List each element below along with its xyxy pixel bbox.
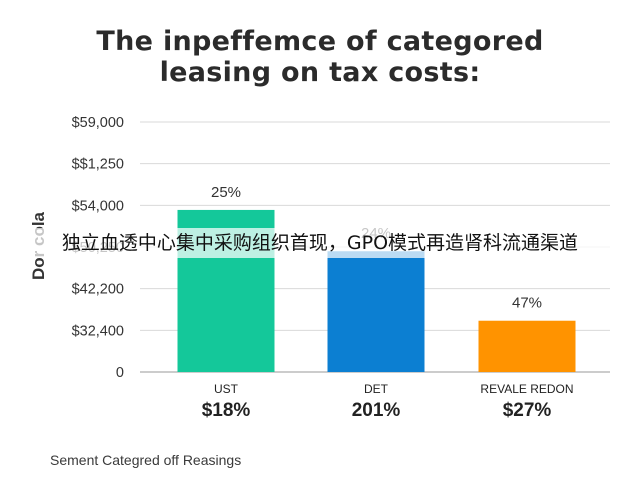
chart-title: The inpeffemce of categored leasing on t…	[0, 26, 640, 88]
bar	[327, 251, 425, 372]
bar	[478, 320, 576, 372]
chart-title-line-1: The inpeffemce of categored	[96, 26, 544, 57]
y-tick-label: 0	[116, 365, 124, 381]
y-tick-label: $59,000	[72, 115, 124, 131]
chart-title-line-2: leasing on tax costs:	[159, 57, 481, 88]
chart-footnote: Sement Categred off Reasings	[50, 452, 242, 468]
y-tick-label: $32,400	[72, 323, 124, 339]
y-tick-label: $$1,250	[72, 157, 124, 173]
bar-value-label: 25%	[211, 184, 241, 201]
x-tick-label: DET	[364, 382, 389, 396]
overlay-caption: 独立血透中心集中采购组织首现，GPO模式再造肾科流通渠道	[61, 232, 579, 254]
caption-overlay-band	[0, 228, 640, 258]
y-tick-label: $54,000	[72, 198, 124, 214]
x-tick-label: REVALE REDON	[480, 382, 573, 396]
x-category-value: $27%	[503, 400, 552, 421]
y-tick-label: $42,200	[72, 282, 124, 298]
x-category-value: 201%	[352, 400, 401, 421]
bar-value-label: 47%	[512, 295, 542, 312]
x-tick-label: UST	[214, 382, 239, 396]
x-category-value: $18%	[202, 400, 251, 421]
